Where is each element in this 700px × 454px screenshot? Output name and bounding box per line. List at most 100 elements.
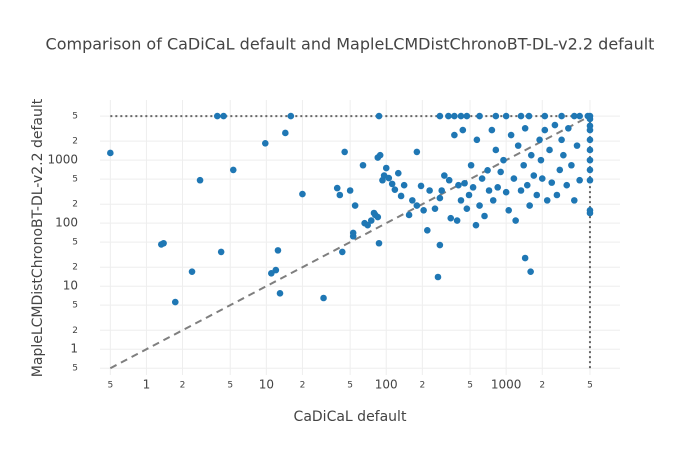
data-point bbox=[467, 161, 475, 169]
data-point bbox=[576, 112, 583, 120]
data-point bbox=[492, 112, 500, 120]
data-point bbox=[570, 197, 578, 204]
data-point bbox=[586, 156, 594, 164]
y-axis-title: MapleLCMDistChronoBT-DL-v2.2 default bbox=[30, 98, 46, 377]
data-point bbox=[409, 197, 416, 204]
x-tick-label: 2 bbox=[180, 381, 186, 391]
data-point bbox=[438, 187, 445, 194]
data-point bbox=[586, 166, 594, 174]
data-point bbox=[478, 175, 486, 182]
data-point bbox=[364, 221, 371, 229]
data-point bbox=[107, 149, 114, 157]
data-point bbox=[586, 146, 594, 154]
y-tick-label: 2 bbox=[72, 137, 78, 147]
data-point bbox=[400, 181, 408, 189]
y-tick-label: 5 bbox=[72, 175, 78, 185]
data-point bbox=[469, 184, 477, 191]
data-point bbox=[473, 136, 481, 144]
data-point bbox=[500, 156, 507, 164]
data-point bbox=[553, 191, 561, 199]
data-point bbox=[502, 112, 510, 120]
data-point bbox=[445, 176, 453, 184]
data-point bbox=[538, 175, 546, 182]
data-point bbox=[560, 151, 567, 159]
data-point bbox=[405, 211, 413, 219]
data-point bbox=[424, 227, 431, 234]
data-point bbox=[543, 197, 551, 204]
data-point bbox=[563, 181, 571, 189]
y-tick-label: 2 bbox=[72, 326, 78, 336]
data-point bbox=[382, 164, 390, 172]
y-tick-label: 5 bbox=[72, 238, 78, 248]
x-tick-label: 1 bbox=[143, 378, 151, 392]
data-point bbox=[565, 125, 572, 132]
data-point bbox=[426, 187, 433, 194]
data-point bbox=[459, 126, 467, 134]
data-point bbox=[502, 188, 510, 196]
data-point bbox=[586, 136, 594, 144]
x-tick-label: 10 bbox=[259, 378, 274, 392]
data-point bbox=[451, 112, 458, 120]
data-point bbox=[570, 112, 578, 120]
data-point bbox=[276, 290, 284, 297]
y-tick-label: 2 bbox=[72, 200, 78, 210]
data-point bbox=[521, 254, 529, 262]
y-tick-label: 1 bbox=[70, 342, 78, 356]
data-point bbox=[299, 190, 306, 198]
data-point bbox=[417, 182, 425, 190]
data-point bbox=[527, 268, 534, 275]
data-point bbox=[413, 202, 421, 209]
data-point bbox=[465, 191, 473, 199]
data-point bbox=[367, 217, 375, 224]
data-point bbox=[282, 129, 289, 137]
data-point bbox=[371, 211, 379, 219]
data-point bbox=[394, 169, 402, 177]
data-point bbox=[530, 172, 538, 179]
data-point bbox=[586, 207, 594, 214]
data-point bbox=[533, 191, 541, 199]
y-tick-label: 5 bbox=[72, 364, 78, 374]
data-point bbox=[436, 194, 444, 202]
x-tick-label: 5 bbox=[587, 381, 593, 391]
data-point bbox=[441, 172, 448, 179]
data-point bbox=[494, 184, 501, 191]
data-point bbox=[287, 112, 295, 120]
data-point bbox=[514, 142, 522, 149]
data-point bbox=[541, 112, 549, 120]
data-point bbox=[385, 174, 393, 182]
data-point bbox=[510, 175, 518, 182]
data-point bbox=[220, 112, 227, 120]
data-point bbox=[375, 239, 383, 247]
data-point bbox=[188, 268, 196, 275]
data-point bbox=[521, 125, 529, 132]
data-point bbox=[274, 247, 282, 254]
data-point bbox=[476, 202, 483, 209]
data-point bbox=[546, 146, 553, 154]
data-point bbox=[447, 214, 455, 222]
data-point bbox=[520, 161, 527, 169]
data-point bbox=[536, 136, 543, 144]
y-tick-label: 1000 bbox=[47, 153, 78, 167]
data-point bbox=[476, 112, 483, 120]
y-tick-label: 2 bbox=[72, 263, 78, 273]
data-point bbox=[420, 207, 427, 214]
data-point bbox=[376, 151, 384, 159]
data-point bbox=[457, 112, 465, 120]
data-point bbox=[413, 148, 421, 156]
data-point bbox=[445, 112, 452, 120]
x-axis-title: CaDiCaL default bbox=[294, 409, 407, 425]
data-point bbox=[512, 217, 519, 224]
data-point bbox=[229, 166, 237, 174]
data-point bbox=[336, 191, 344, 199]
data-point bbox=[196, 176, 204, 184]
data-point bbox=[492, 146, 500, 154]
data-point bbox=[359, 161, 367, 169]
data-point bbox=[489, 197, 497, 204]
reference-line bbox=[109, 115, 591, 370]
data-point bbox=[320, 294, 327, 302]
data-point bbox=[171, 298, 179, 306]
data-point bbox=[463, 205, 471, 212]
data-point bbox=[484, 167, 491, 174]
data-point bbox=[391, 186, 399, 193]
